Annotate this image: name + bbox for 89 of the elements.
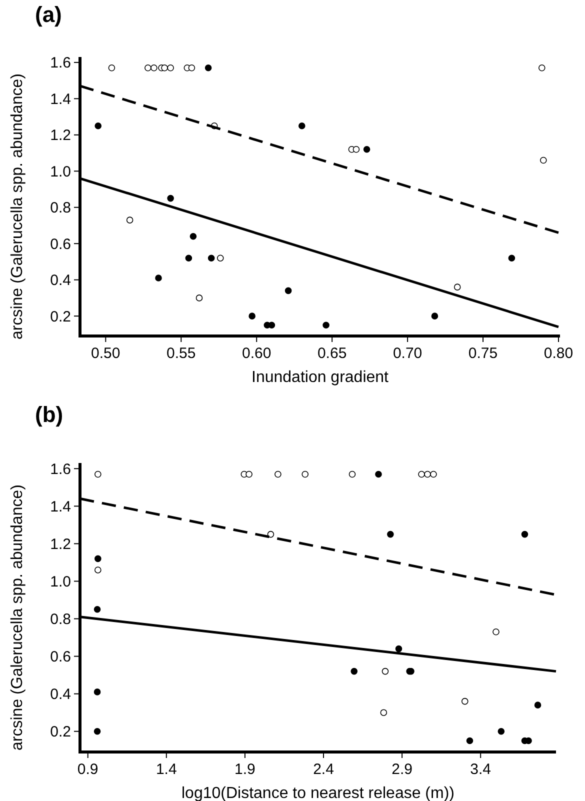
y-tick-label: 1.2	[50, 127, 71, 144]
point	[204, 64, 212, 72]
x-tick-label: 0.9	[77, 761, 98, 778]
x-axis-title: Inundation gradient	[252, 369, 390, 386]
y-tick-label: 0.6	[50, 648, 71, 666]
point	[246, 470, 252, 478]
point	[380, 709, 388, 716]
x-tick-label: 0.70	[392, 345, 422, 362]
point	[108, 64, 116, 72]
x-tick-label: 0.80	[544, 345, 574, 362]
point	[350, 668, 358, 675]
point	[382, 668, 389, 675]
point	[302, 470, 309, 478]
x-tick-label: 3.4	[470, 761, 492, 778]
point	[508, 254, 516, 262]
y-tick-label: 1.4	[50, 498, 71, 516]
point	[538, 64, 546, 72]
point	[298, 122, 306, 130]
point	[424, 470, 431, 478]
point	[188, 64, 196, 72]
point	[208, 254, 215, 262]
y-axis-title: arcsine (Galerucella spp. abundance)	[9, 74, 26, 340]
point	[150, 64, 158, 72]
x-tick-label: 1.4	[156, 761, 177, 778]
point	[161, 64, 168, 72]
y-tick-label: 0.2	[50, 724, 71, 741]
y-tick-label: 0.2	[50, 308, 71, 326]
point	[196, 294, 203, 302]
y-tick-label: 0.4	[50, 272, 71, 290]
x-tick-label: 0.65	[317, 345, 347, 362]
x-tick-label: 0.75	[468, 345, 498, 362]
x-tick-label: 2.4	[313, 761, 334, 778]
y-tick-label: 0.4	[50, 686, 71, 704]
x-tick-label: 0.50	[91, 345, 120, 362]
point	[284, 287, 292, 294]
point	[94, 122, 102, 130]
point	[94, 606, 101, 613]
y-tick-label: 0.8	[50, 611, 71, 628]
y-tick-label: 0.8	[50, 200, 71, 217]
point	[94, 470, 102, 478]
x-axis-title: log10(Distance to nearest release (m))	[181, 785, 455, 801]
point	[267, 530, 274, 538]
point	[94, 566, 102, 574]
point	[144, 64, 152, 72]
point	[94, 728, 101, 735]
point	[126, 216, 134, 224]
point	[216, 254, 224, 262]
point	[363, 146, 370, 153]
point	[430, 470, 437, 478]
point	[352, 146, 360, 153]
y-axis-title: arcsine (Galerucella spp. abundance)	[9, 484, 26, 750]
point	[540, 156, 547, 164]
point	[492, 628, 500, 636]
point	[534, 702, 542, 708]
point	[387, 530, 394, 538]
chart-title: (b)	[35, 402, 64, 427]
point	[418, 470, 425, 478]
point	[274, 470, 282, 478]
point	[94, 688, 101, 696]
x-tick-label: 1.9	[234, 761, 256, 778]
y-tick-label: 1.0	[50, 573, 71, 590]
point	[395, 645, 402, 652]
y-tick-label: 1.0	[50, 163, 71, 180]
chart-title: (a)	[35, 2, 62, 27]
y-tick-label: 1.4	[50, 90, 71, 108]
point	[498, 728, 505, 735]
point	[454, 284, 461, 290]
y-tick-label: 0.6	[50, 236, 71, 253]
point	[268, 322, 276, 329]
point	[466, 737, 474, 744]
point	[185, 254, 192, 262]
point	[167, 64, 174, 72]
x-tick-label: 0.55	[166, 345, 196, 362]
point	[375, 470, 382, 478]
point	[348, 470, 356, 478]
point	[461, 698, 468, 705]
x-tick-label: 2.9	[392, 761, 412, 778]
point	[521, 530, 528, 538]
y-tick-label: 1.6	[50, 54, 71, 72]
y-tick-label: 1.2	[50, 536, 71, 553]
y-tick-label: 1.6	[50, 460, 71, 478]
point	[322, 322, 330, 329]
point	[155, 274, 162, 282]
point	[248, 312, 256, 320]
point	[431, 312, 438, 320]
point	[167, 194, 174, 202]
x-tick-label: 0.60	[242, 345, 272, 362]
point	[94, 555, 102, 562]
point	[190, 232, 197, 240]
